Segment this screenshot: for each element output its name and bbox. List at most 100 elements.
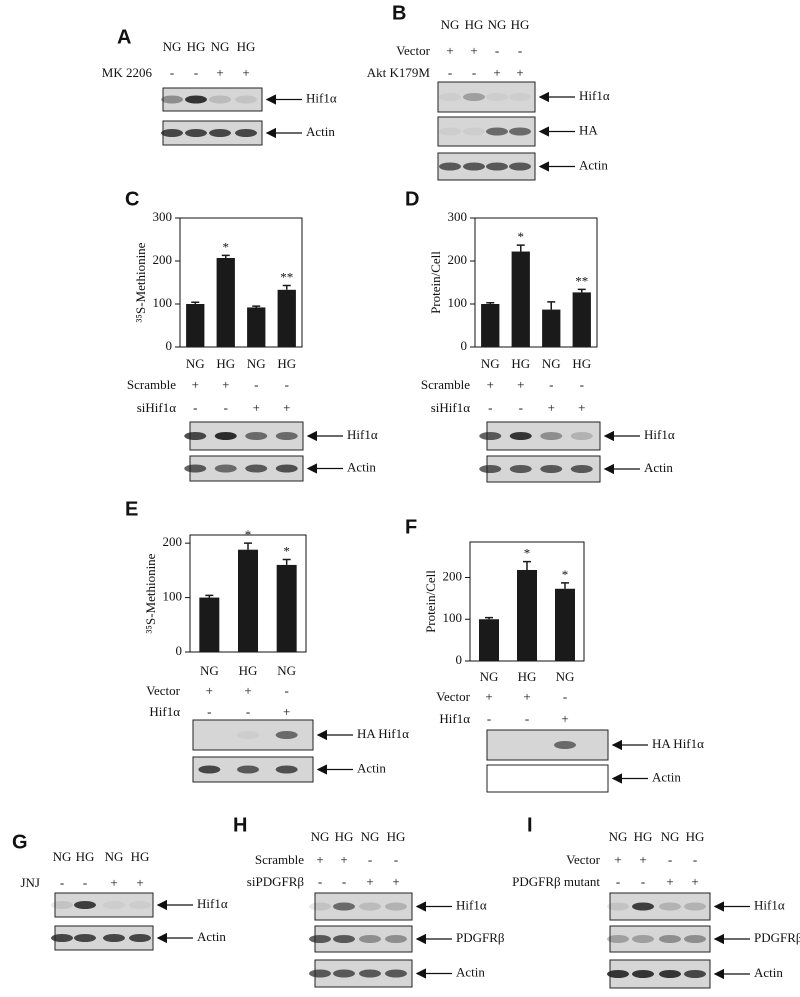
blot-band — [161, 95, 183, 104]
blot-band — [74, 901, 96, 909]
significance: * — [518, 229, 525, 244]
bar — [216, 257, 235, 347]
treatment-sign: + — [493, 65, 500, 80]
error-bar — [191, 301, 200, 304]
treatment-sign: - — [668, 852, 672, 867]
treatment-sign: + — [639, 852, 646, 867]
blot-band — [463, 162, 485, 171]
treatment-sign: - — [285, 377, 289, 392]
blot-band — [237, 731, 259, 739]
bar — [277, 289, 296, 347]
band-label: Hif1α — [644, 427, 675, 442]
bar — [542, 309, 561, 347]
treatment-label: Hif1α — [149, 704, 180, 719]
blot-band — [245, 432, 268, 440]
bar — [238, 549, 258, 652]
error-bar — [486, 301, 495, 304]
blot-band — [479, 432, 502, 440]
lane-label: NG — [311, 829, 330, 844]
blot-band — [659, 902, 681, 911]
treatment-label: Scramble — [421, 377, 470, 392]
lane-label: NG — [53, 849, 72, 864]
treatment-sign: - — [83, 875, 87, 890]
panel-letter: F — [405, 516, 417, 538]
band-label: Hif1α — [754, 897, 785, 912]
blot-band — [333, 902, 355, 911]
bar — [517, 569, 537, 661]
bar — [555, 588, 575, 661]
lane-label: HG — [237, 39, 256, 54]
significance: * — [283, 543, 290, 558]
treatment-sign: - — [488, 400, 492, 415]
category-label: HG — [511, 356, 530, 371]
significance: ** — [575, 273, 588, 288]
y-tick-label: 100 — [153, 295, 173, 310]
treatment-label: siPDGFRβ — [247, 874, 305, 889]
treatment-sign: + — [691, 874, 698, 889]
lane-label: NG — [211, 39, 230, 54]
band-label: Actin — [652, 769, 681, 784]
blot-band — [684, 902, 706, 911]
y-axis-label: Protein/Cell — [423, 570, 438, 633]
treatment-sign: - — [487, 711, 491, 726]
category-label: HG — [277, 356, 296, 371]
band-label: Actin — [306, 124, 335, 139]
blot-band — [359, 902, 381, 911]
blot-band — [245, 464, 268, 473]
lane-label: HG — [335, 829, 354, 844]
plot-frame — [474, 217, 598, 348]
y-tick-label: 100 — [163, 589, 183, 604]
category-label: HG — [518, 669, 537, 684]
treatment-sign: - — [549, 377, 553, 392]
treatment-label: MK 2206 — [102, 65, 153, 80]
y-tick-label: 100 — [443, 610, 463, 625]
blot-band — [184, 464, 207, 473]
lane-label: HG — [131, 849, 150, 864]
panel-letter: I — [527, 814, 533, 836]
error-bar — [282, 284, 291, 290]
lane-label: HG — [76, 849, 95, 864]
blot — [314, 925, 413, 953]
band-label: HA — [579, 122, 598, 137]
treatment-sign: - — [394, 852, 398, 867]
lane-label: HG — [511, 17, 530, 32]
treatment-sign: - — [284, 683, 288, 698]
panel-letter: B — [392, 2, 406, 24]
lane-label: HG — [187, 39, 206, 54]
blot-band — [509, 127, 531, 136]
y-tick-label: 300 — [448, 209, 468, 224]
significance: * — [223, 239, 230, 254]
blot-band — [479, 465, 502, 473]
y-tick-label: 200 — [153, 252, 173, 267]
treatment-label: JNJ — [20, 875, 40, 890]
band-label: Hif1α — [197, 896, 228, 911]
blot-band — [607, 902, 629, 911]
category-label: NG — [200, 663, 219, 678]
band-label: Actin — [357, 760, 386, 775]
blot-band — [607, 935, 629, 943]
treatment-sign: + — [666, 874, 673, 889]
treatment-sign: - — [224, 400, 228, 415]
blot-band — [51, 934, 73, 942]
lane-label: HG — [465, 17, 484, 32]
category-label: HG — [572, 356, 591, 371]
bar — [276, 564, 297, 652]
treatment-label: Vector — [436, 689, 471, 704]
treatment-sign: + — [470, 43, 477, 58]
treatment-label: Hif1α — [439, 711, 470, 726]
panel-letter: E — [125, 498, 138, 520]
treatment-sign: + — [517, 377, 524, 392]
blot-band — [74, 934, 96, 942]
y-tick-label: 200 — [163, 534, 183, 549]
blot-band — [333, 969, 355, 978]
error-bar — [577, 288, 586, 293]
blot — [54, 892, 154, 918]
treatment-sign: - — [368, 852, 372, 867]
treatment-sign: + — [516, 65, 523, 80]
error-bar — [205, 594, 214, 598]
band-label: HA Hif1α — [652, 736, 704, 751]
y-tick-label: 0 — [461, 338, 468, 353]
blot-band — [275, 731, 298, 739]
category-label: NG — [247, 356, 266, 371]
